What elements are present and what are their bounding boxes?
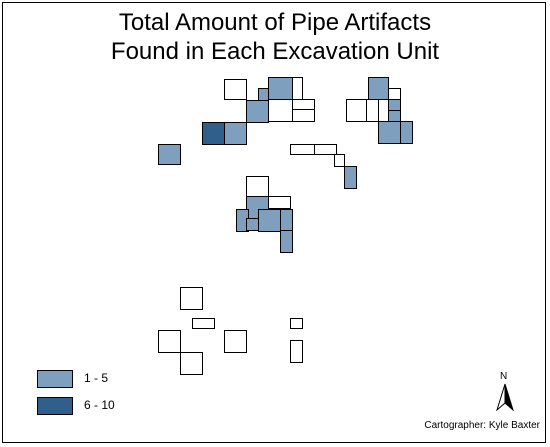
excavation-unit	[378, 121, 401, 144]
excavation-unit	[400, 121, 413, 144]
excavation-unit	[292, 109, 315, 122]
map-frame	[2, 2, 546, 443]
excavation-unit	[158, 330, 181, 353]
legend-item-high: 6 - 10	[37, 397, 237, 417]
excavation-unit	[290, 318, 303, 329]
excavation-unit	[368, 77, 389, 100]
excavation-unit	[180, 352, 203, 375]
excavation-unit	[290, 340, 303, 363]
excavation-unit	[246, 100, 269, 123]
excavation-unit	[292, 77, 303, 100]
legend-swatch-high	[37, 397, 73, 415]
excavation-unit	[268, 77, 293, 100]
excavation-unit	[314, 144, 337, 155]
legend-label-high: 6 - 10	[84, 398, 115, 412]
excavation-unit	[246, 176, 269, 199]
excavation-unit	[224, 79, 247, 100]
excavation-unit	[280, 209, 293, 232]
excavation-unit	[344, 166, 357, 189]
cartographer-credit: Cartographer: Kyle Baxter	[424, 420, 540, 431]
excavation-unit	[346, 99, 369, 122]
excavation-unit	[180, 287, 203, 310]
excavation-unit	[388, 88, 401, 101]
excavation-unit	[268, 196, 291, 209]
excavation-unit	[224, 330, 247, 353]
north-arrow-icon	[496, 383, 514, 411]
legend-label-low: 1 - 5	[84, 371, 109, 385]
north-label: N	[500, 371, 508, 382]
excavation-unit	[388, 110, 401, 122]
excavation-unit	[202, 122, 225, 145]
excavation-unit	[158, 144, 181, 165]
excavation-unit	[290, 144, 315, 155]
excavation-unit	[258, 209, 281, 232]
excavation-unit	[366, 99, 379, 122]
map-title: Total Amount of Pipe Artifacts Found in …	[0, 8, 550, 66]
excavation-unit	[258, 88, 269, 101]
excavation-unit	[378, 99, 389, 122]
legend-item-low: 1 - 5	[37, 370, 237, 390]
excavation-units	[158, 77, 413, 375]
title-line-2: Found in Each Excavation Unit	[110, 38, 440, 65]
excavation-unit	[292, 99, 315, 110]
title-line-1: Total Amount of Pipe Artifacts	[118, 9, 432, 36]
excavation-unit	[334, 154, 345, 167]
excavation-unit	[280, 230, 293, 253]
excavation-unit	[224, 122, 247, 145]
legend-swatch-low	[37, 370, 73, 388]
excavation-unit	[268, 99, 293, 122]
excavation-unit	[192, 318, 215, 329]
